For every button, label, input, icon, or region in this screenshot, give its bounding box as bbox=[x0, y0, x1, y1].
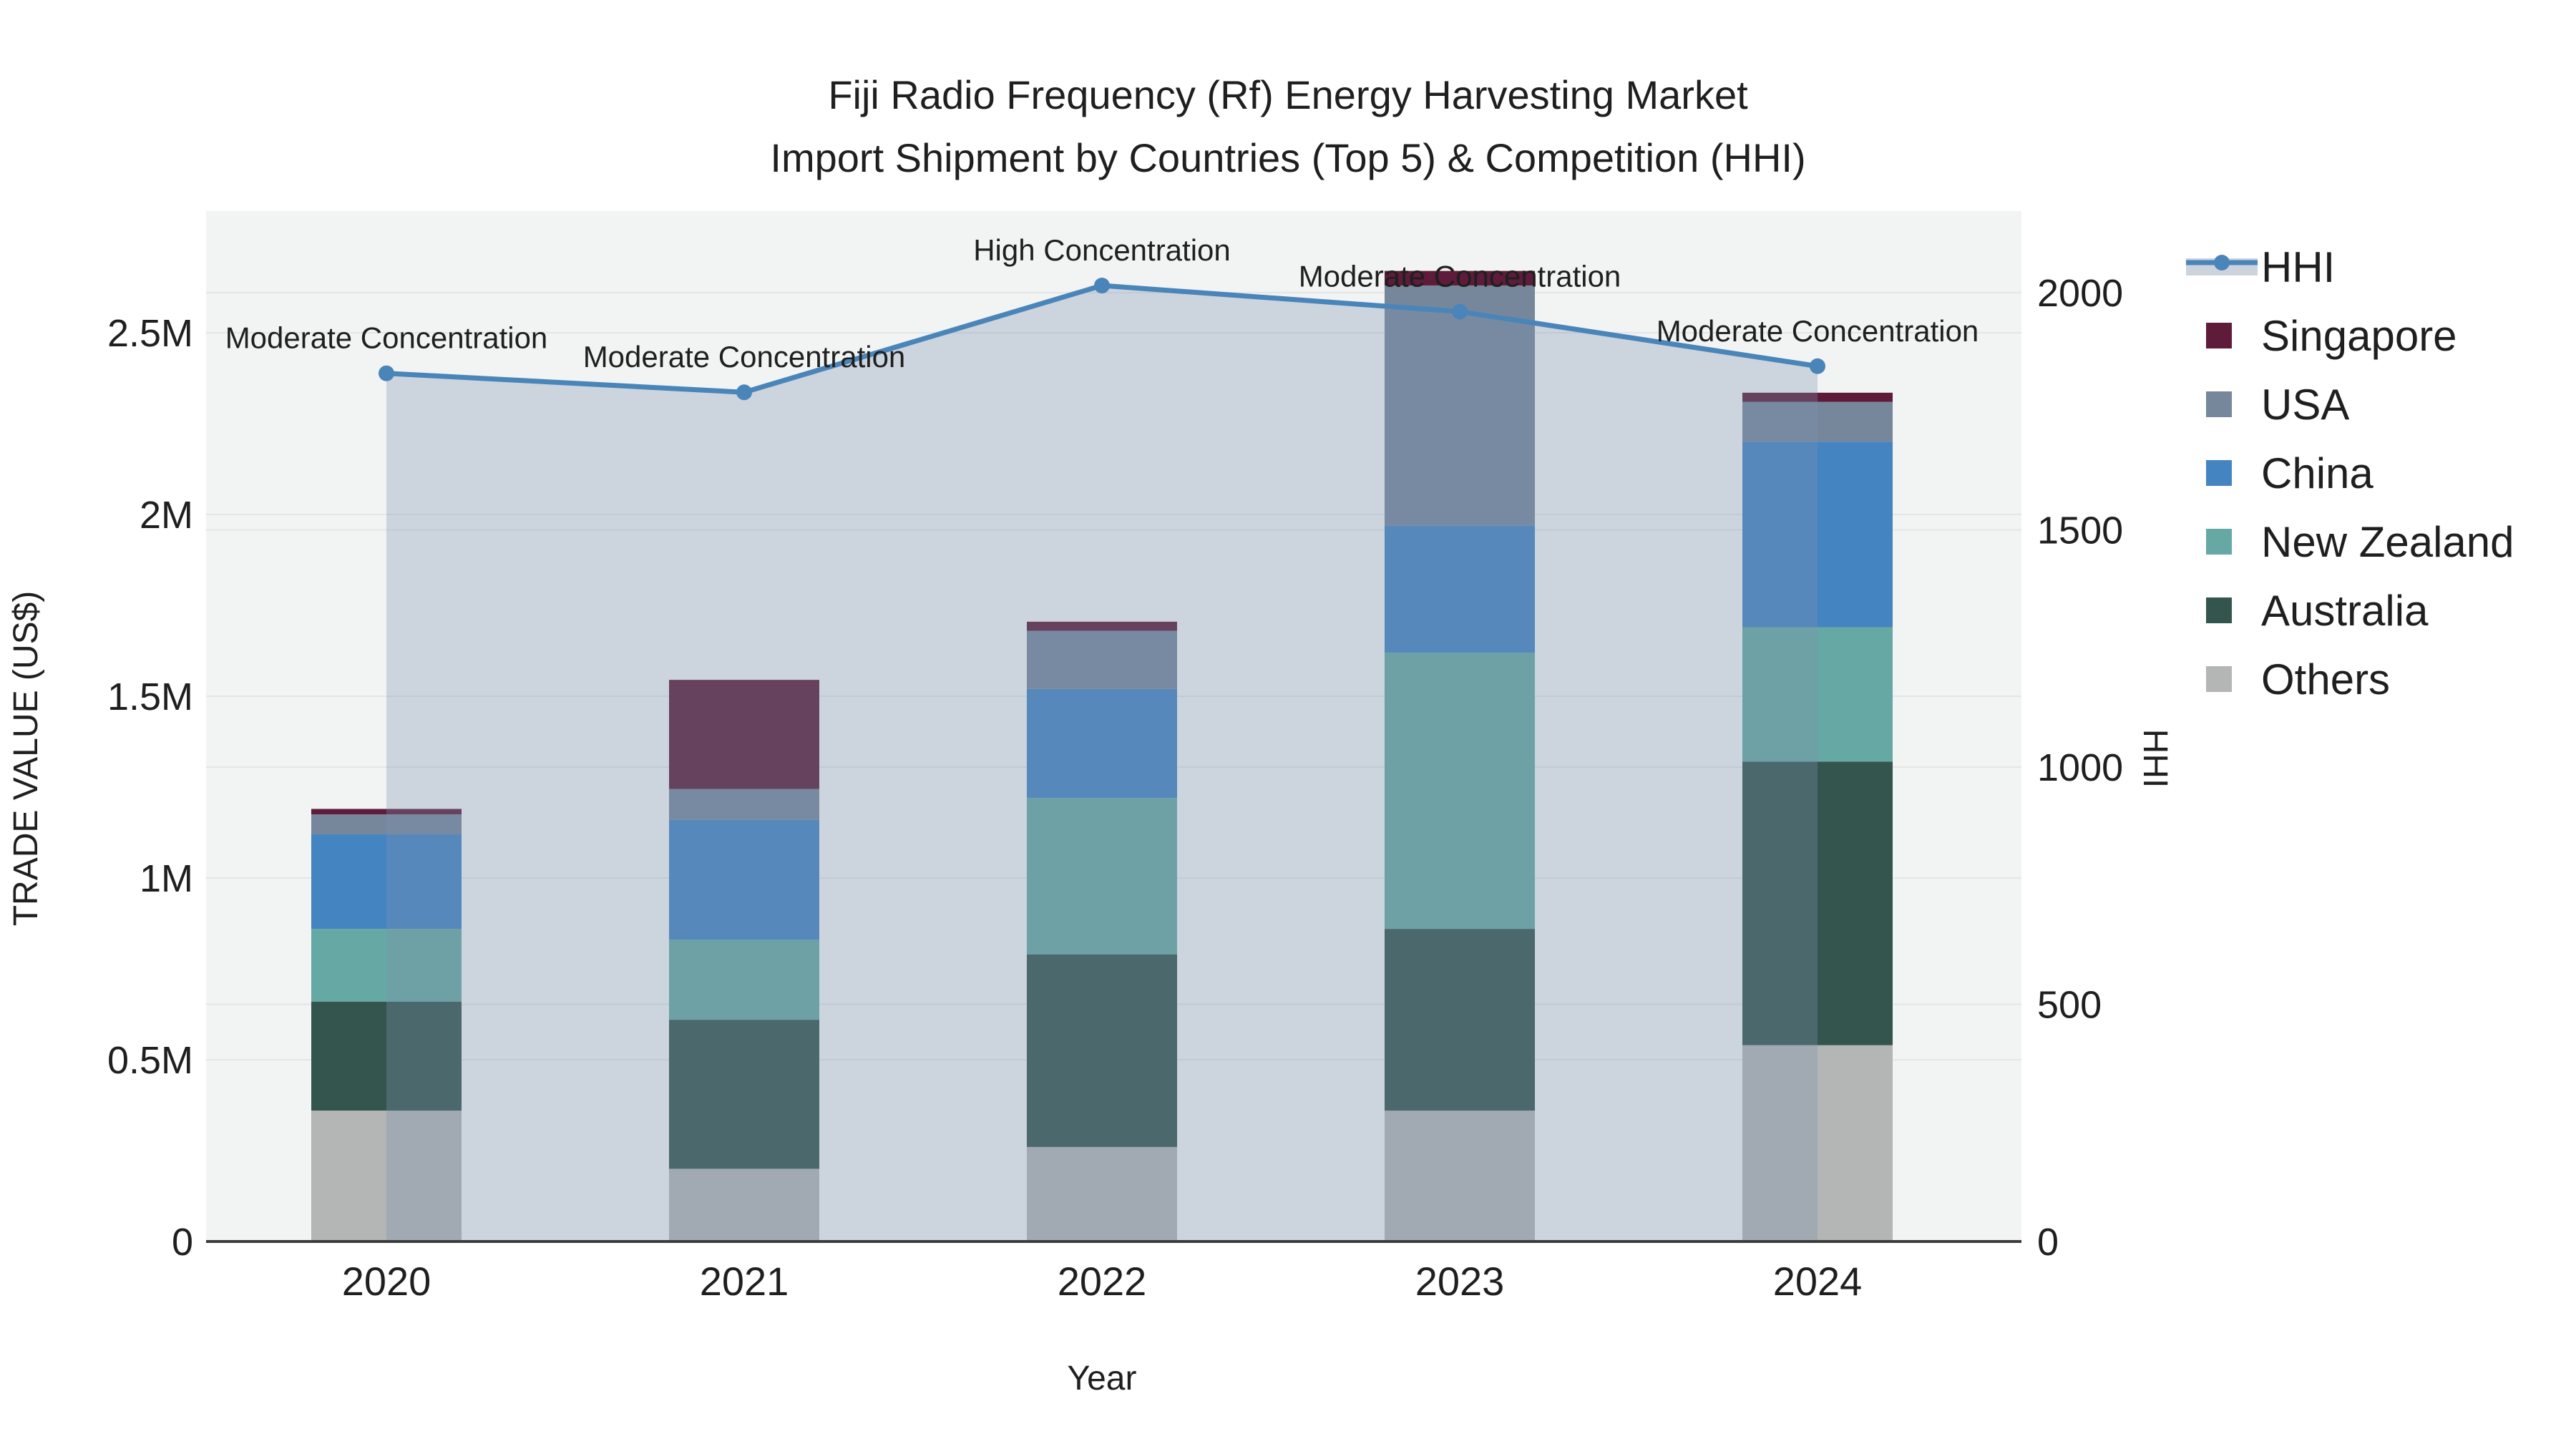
hhi-marker-2020 bbox=[379, 365, 394, 381]
hhi-marker-2022 bbox=[1094, 278, 1110, 294]
bar-2022-usa bbox=[1027, 630, 1177, 689]
bar-2023-singapore bbox=[1385, 270, 1535, 286]
legend-label-others: Others bbox=[2261, 655, 2390, 703]
chart-title-line1: Fiji Radio Frequency (Rf) Energy Harvest… bbox=[828, 72, 1748, 117]
bar-2022-australia bbox=[1027, 954, 1177, 1147]
bar-2023-others bbox=[1385, 1111, 1535, 1241]
chart-title-line2: Import Shipment by Countries (Top 5) & C… bbox=[770, 135, 1805, 180]
legend-hhi-marker-swatch bbox=[2214, 255, 2230, 270]
bar-2023-australia bbox=[1385, 929, 1535, 1111]
annotation-2024: Moderate Concentration bbox=[1657, 314, 1979, 348]
bar-2024-new_zealand bbox=[1742, 627, 1893, 762]
legend-swatch-others bbox=[2206, 666, 2232, 692]
bar-2022-singapore bbox=[1027, 621, 1177, 631]
bar-2024-usa bbox=[1742, 401, 1893, 442]
legend-entry-usa[interactable]: USA bbox=[2206, 381, 2349, 429]
hhi-area-fill bbox=[386, 286, 1818, 1242]
bar-2024-singapore bbox=[1742, 392, 1893, 402]
legend-label-new_zealand: New Zealand bbox=[2261, 518, 2514, 566]
legend-entry-china[interactable]: China bbox=[2206, 449, 2373, 497]
legend-label-australia: Australia bbox=[2261, 587, 2429, 635]
legend-label-usa: USA bbox=[2261, 381, 2349, 429]
bar-2021-usa bbox=[669, 789, 819, 820]
hhi-marker-2021 bbox=[736, 384, 752, 401]
y-right-tick-500: 500 bbox=[2037, 984, 2102, 1027]
y-right-tick-1500: 1500 bbox=[2037, 509, 2123, 552]
bar-2021-others bbox=[669, 1169, 819, 1241]
bar-2023-china bbox=[1385, 525, 1535, 653]
legend-swatch-new_zealand bbox=[2206, 529, 2232, 555]
bar-2021-singapore bbox=[669, 680, 819, 789]
annotation-2020: Moderate Concentration bbox=[225, 321, 548, 355]
bar-2020-australia bbox=[311, 1001, 462, 1111]
bar-2022-others bbox=[1027, 1146, 1177, 1241]
bar-2023-usa bbox=[1385, 285, 1535, 526]
legend-swatch-usa bbox=[2206, 391, 2232, 417]
legend-swatch-singapore bbox=[2206, 323, 2232, 348]
legend-entry-singapore[interactable]: Singapore bbox=[2206, 312, 2457, 360]
x-tick-2024: 2024 bbox=[1773, 1259, 1863, 1304]
bar-2020-new_zealand bbox=[311, 929, 462, 1002]
bar-2020-china bbox=[311, 834, 462, 930]
y-left-tick-2M: 2M bbox=[140, 494, 193, 537]
bar-2021-new_zealand bbox=[669, 940, 819, 1020]
hhi-marker-2023 bbox=[1452, 303, 1468, 320]
legend-entry-others[interactable]: Others bbox=[2206, 655, 2390, 703]
y-right-tick-2000: 2000 bbox=[2037, 272, 2123, 315]
legend-entry-australia[interactable]: Australia bbox=[2206, 587, 2429, 635]
hhi-marker-2024 bbox=[1810, 358, 1825, 374]
y-left-tick-1M: 1M bbox=[140, 857, 193, 900]
annotation-2023: Moderate Concentration bbox=[1299, 260, 1621, 293]
y-left-tick-1.5M: 1.5M bbox=[107, 675, 193, 718]
x-tick-2020: 2020 bbox=[342, 1259, 431, 1304]
x-tick-2023: 2023 bbox=[1415, 1259, 1505, 1304]
bar-2021-china bbox=[669, 819, 819, 940]
annotation-2021: Moderate Concentration bbox=[583, 340, 906, 374]
bar-2021-australia bbox=[669, 1020, 819, 1169]
legend-entry-new_zealand[interactable]: New Zealand bbox=[2206, 518, 2514, 566]
bar-2024-others bbox=[1742, 1045, 1893, 1241]
bar-2020-singapore bbox=[311, 809, 462, 815]
bar-2022-new_zealand bbox=[1027, 798, 1177, 955]
y-right-tick-0: 0 bbox=[2037, 1221, 2059, 1264]
bar-2024-australia bbox=[1742, 761, 1893, 1045]
legend-swatch-china bbox=[2206, 460, 2232, 486]
y-left-axis-title: TRADE VALUE (US$) bbox=[7, 591, 45, 927]
legend: HHI Singapore USA China New Zealand Australia… bbox=[2186, 243, 2514, 703]
y-left-tick-0: 0 bbox=[172, 1221, 193, 1264]
x-axis-title: Year bbox=[1068, 1360, 1137, 1397]
legend-label-china: China bbox=[2261, 449, 2373, 497]
plot-area: Moderate Concentration Moderate Concentra… bbox=[107, 211, 2123, 1304]
bar-2024-china bbox=[1742, 441, 1893, 628]
y-right-axis-title: HHI bbox=[2136, 729, 2174, 789]
y-left-tick-0.5M: 0.5M bbox=[107, 1039, 193, 1082]
x-tick-2021: 2021 bbox=[700, 1259, 789, 1304]
bar-2020-others bbox=[311, 1111, 462, 1241]
x-tick-2022: 2022 bbox=[1058, 1259, 1147, 1304]
y-right-tick-1000: 1000 bbox=[2037, 746, 2123, 789]
legend-entry-hhi[interactable]: HHI bbox=[2186, 243, 2335, 291]
bar-2023-new_zealand bbox=[1385, 653, 1535, 930]
legend-swatch-australia bbox=[2206, 597, 2232, 623]
annotation-2022: High Concentration bbox=[973, 233, 1231, 267]
bar-2022-china bbox=[1027, 688, 1177, 799]
y-left-tick-2.5M: 2.5M bbox=[107, 312, 193, 355]
legend-label-singapore: Singapore bbox=[2261, 312, 2457, 360]
bar-2020-usa bbox=[311, 814, 462, 835]
legend-label-hhi: HHI bbox=[2261, 243, 2335, 291]
